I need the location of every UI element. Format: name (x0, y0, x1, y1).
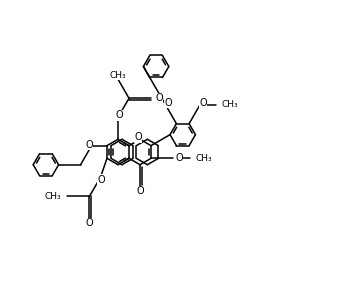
Text: O: O (134, 132, 142, 142)
Text: O: O (164, 98, 172, 108)
Text: O: O (175, 153, 183, 163)
Text: O: O (98, 175, 105, 185)
Text: O: O (85, 140, 93, 150)
Text: O: O (115, 110, 123, 120)
Text: CH₃: CH₃ (109, 71, 126, 80)
Text: CH₃: CH₃ (196, 154, 212, 163)
Text: O: O (86, 218, 93, 229)
Text: O: O (136, 186, 144, 196)
Text: O: O (155, 93, 163, 103)
Text: CH₃: CH₃ (221, 100, 238, 109)
Text: O: O (199, 98, 207, 108)
Text: CH₃: CH₃ (44, 192, 61, 201)
